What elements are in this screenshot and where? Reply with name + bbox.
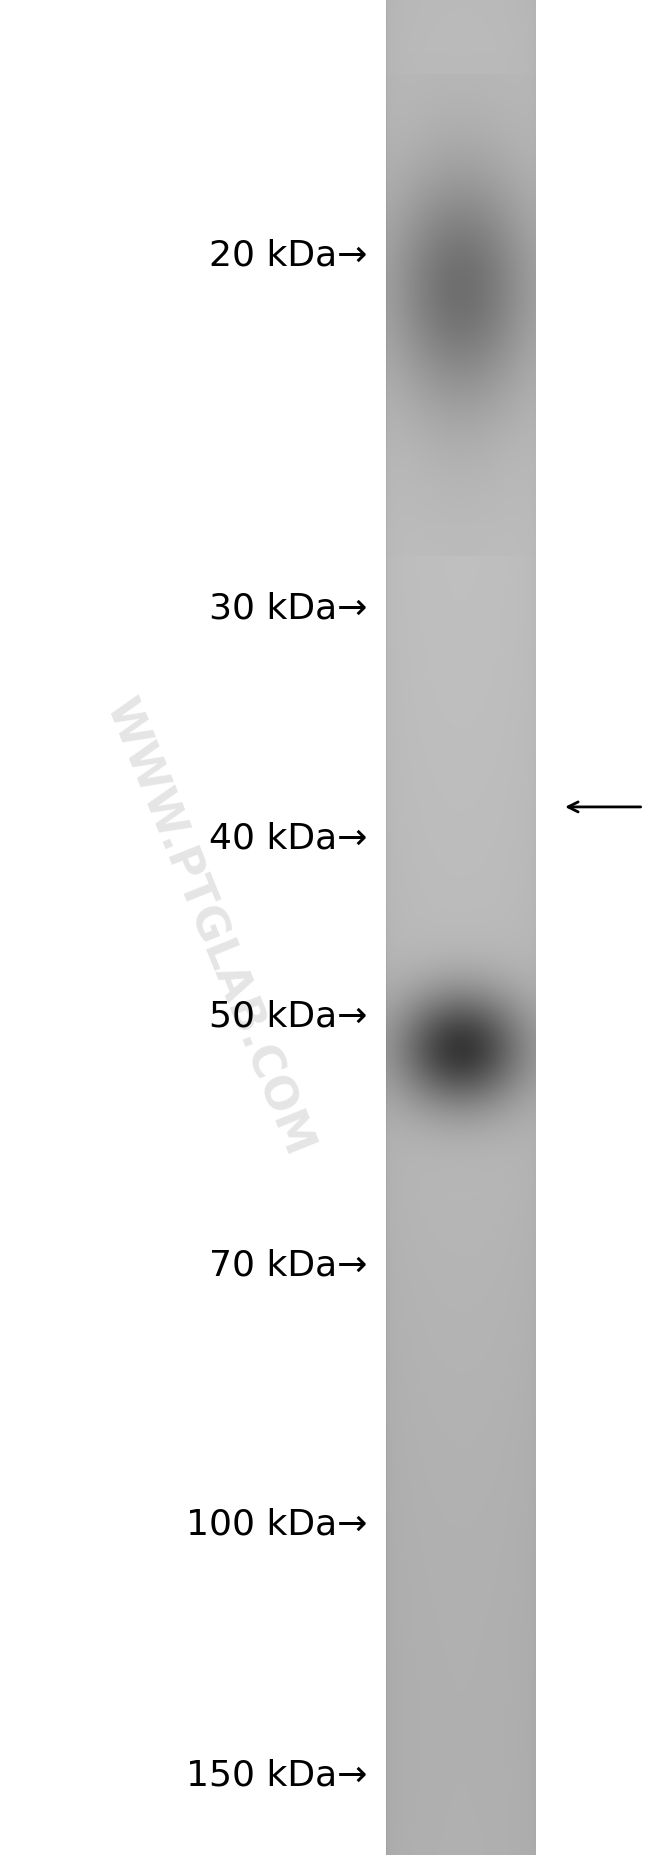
Text: 70 kDa→: 70 kDa→ [209, 1248, 367, 1282]
Text: 40 kDa→: 40 kDa→ [209, 822, 367, 855]
Text: 30 kDa→: 30 kDa→ [209, 592, 367, 625]
Text: 20 kDa→: 20 kDa→ [209, 239, 367, 273]
Text: 100 kDa→: 100 kDa→ [186, 1508, 367, 1542]
Text: 150 kDa→: 150 kDa→ [186, 1759, 367, 1792]
Text: 50 kDa→: 50 kDa→ [209, 1000, 367, 1033]
Text: WWW.PTGLAB.COM: WWW.PTGLAB.COM [96, 692, 320, 1163]
